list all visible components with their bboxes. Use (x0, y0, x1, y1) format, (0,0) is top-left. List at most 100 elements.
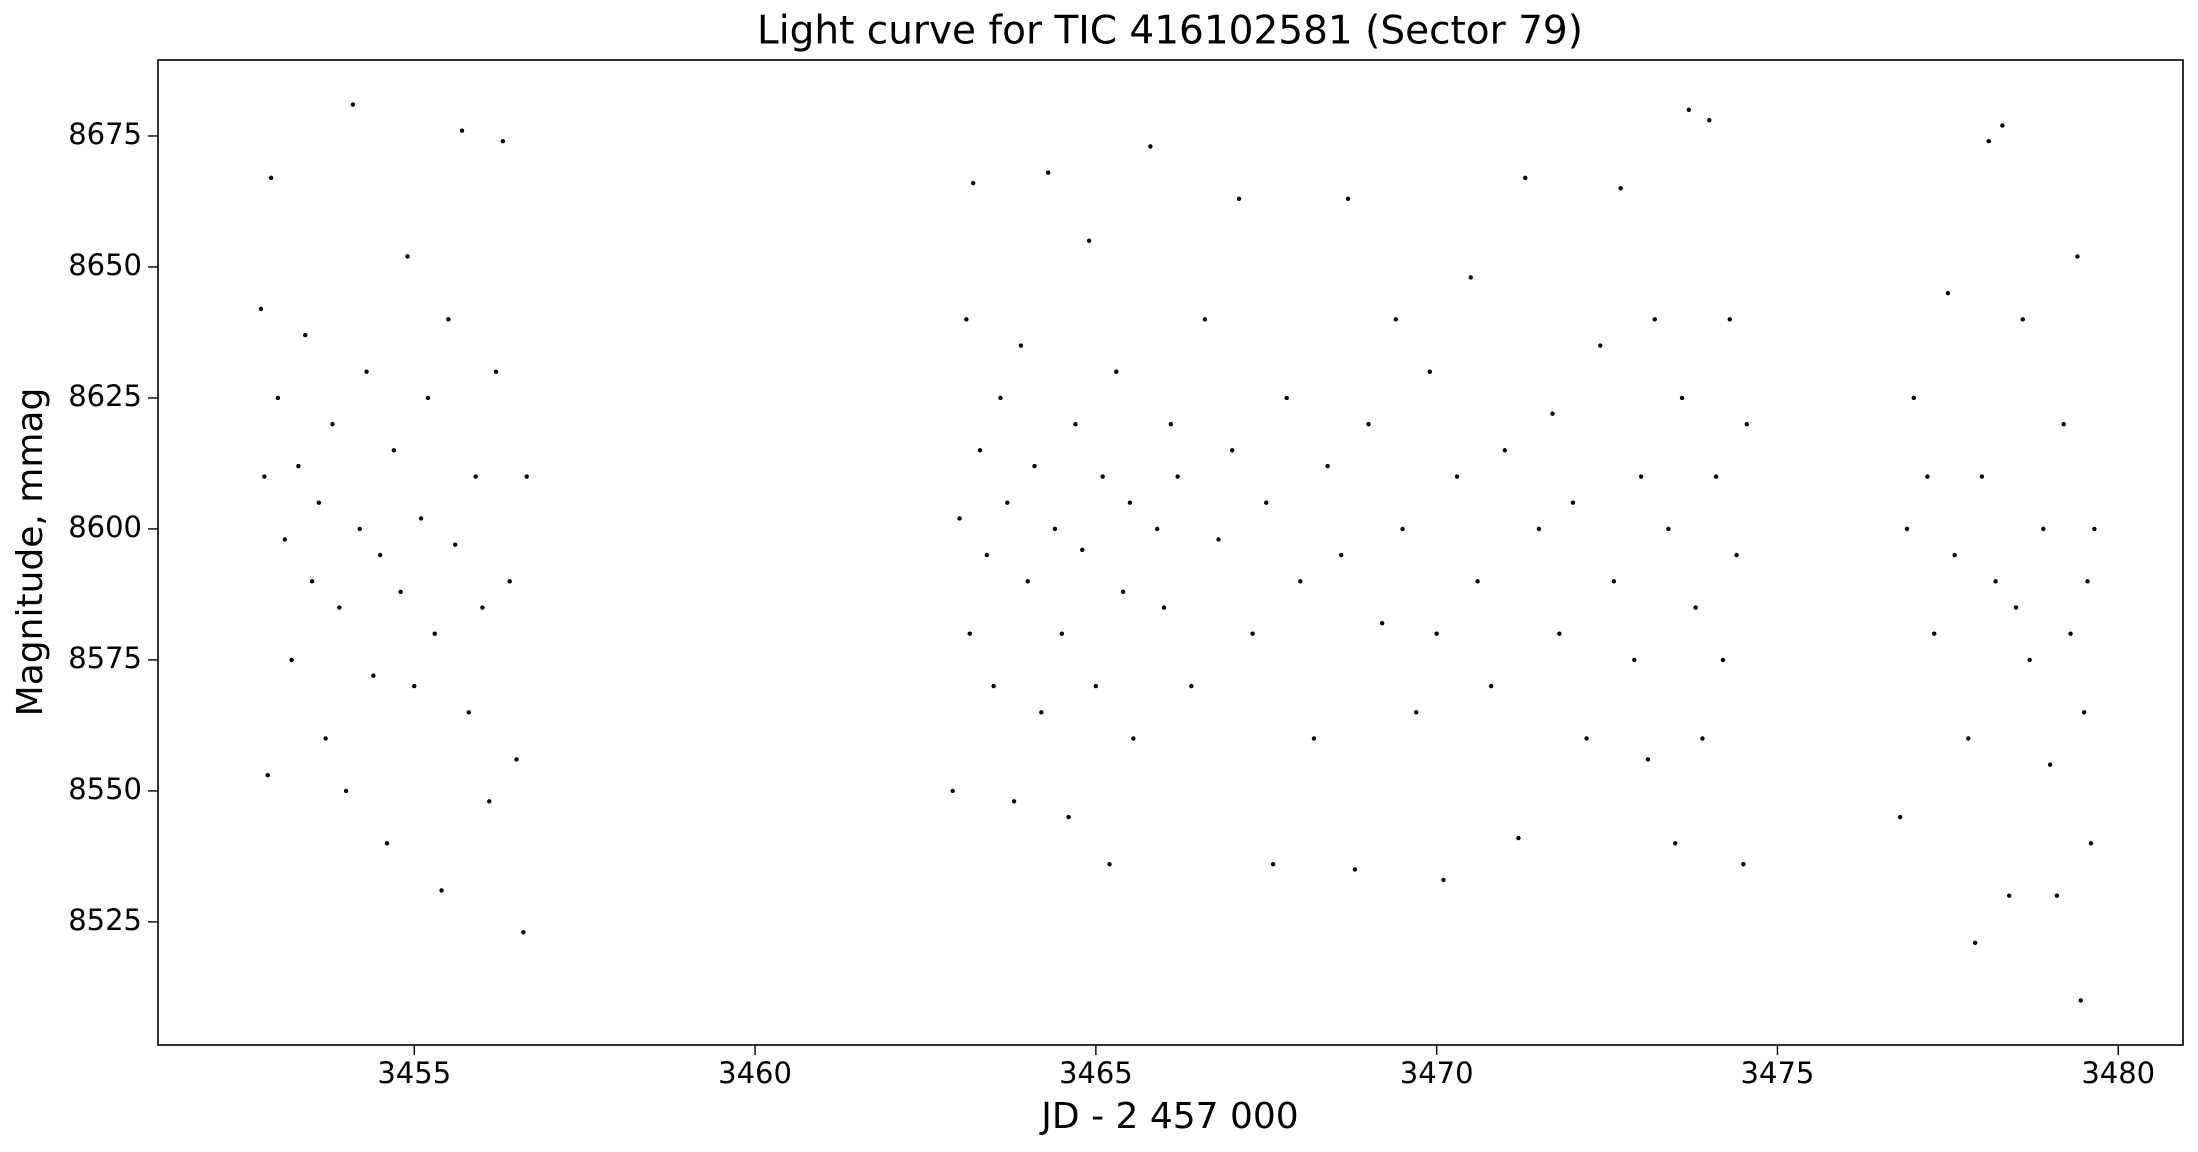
data-point (2068, 631, 2073, 636)
data-point (1945, 290, 1951, 296)
data-point (1039, 710, 1044, 715)
data-point (275, 395, 281, 401)
data-point (418, 516, 424, 521)
data-point (1925, 474, 1930, 479)
data-point (262, 474, 267, 479)
data-point (1523, 175, 1528, 181)
data-point (466, 710, 472, 715)
data-point (2020, 317, 2026, 322)
data-point (1652, 317, 1657, 322)
data-point (1032, 463, 1037, 469)
data-point (265, 772, 270, 778)
y-axis-label: Magnitude, mmag (10, 388, 51, 717)
data-point (970, 180, 976, 186)
data-point (1911, 395, 1916, 401)
data-point (1550, 411, 1555, 416)
data-point (2061, 421, 2066, 427)
data-point (2085, 579, 2090, 584)
data-point (1379, 621, 1385, 626)
data-point (2081, 710, 2087, 715)
data-point (350, 102, 356, 107)
x-tick-label: 3480 (2081, 1056, 2155, 1090)
data-point (1679, 395, 1685, 401)
data-point (1427, 369, 1433, 374)
y-tick-label: 8625 (68, 379, 142, 413)
data-point (1966, 736, 1971, 741)
data-point (521, 930, 526, 935)
data-point (991, 683, 996, 689)
data-point (964, 317, 969, 322)
data-point (337, 605, 342, 610)
y-tick-label: 8525 (68, 903, 142, 937)
data-point (2047, 762, 2053, 767)
data-point (2013, 605, 2019, 610)
data-point (1611, 579, 1617, 584)
x-tick-label: 3470 (1400, 1056, 1474, 1090)
data-point (1618, 186, 1623, 191)
data-point (1400, 526, 1405, 532)
data-point (967, 631, 972, 636)
data-point (371, 673, 376, 678)
data-point (405, 254, 410, 259)
data-point (1345, 196, 1351, 202)
data-point (1557, 631, 1562, 636)
data-point (1114, 369, 1119, 374)
data-point (452, 542, 458, 547)
y-tick-label: 8550 (68, 772, 142, 806)
data-point (1311, 736, 1317, 741)
data-point (998, 395, 1003, 401)
data-point (2000, 123, 2005, 128)
data-point (343, 788, 349, 794)
data-point (1250, 631, 1255, 636)
y-tick-label: 8600 (68, 510, 142, 544)
data-point (1570, 500, 1576, 505)
data-point (1393, 317, 1398, 322)
data-point (500, 139, 506, 144)
data-point (2006, 893, 2012, 898)
data-point (446, 317, 451, 322)
data-point (391, 448, 397, 453)
data-point (1018, 343, 1024, 348)
data-point (303, 332, 308, 338)
data-point (1339, 552, 1344, 558)
data-point (1131, 736, 1136, 741)
data-point (364, 369, 369, 374)
data-point (1952, 552, 1957, 558)
data-point (2075, 254, 2080, 259)
data-point (432, 631, 437, 636)
data-point (1107, 862, 1112, 867)
data-point (1744, 421, 1749, 427)
data-point (1502, 448, 1508, 453)
data-point (1666, 526, 1671, 532)
data-point (1189, 683, 1194, 689)
data-point (1284, 395, 1289, 401)
data-point (1073, 421, 1078, 427)
chart-title: Light curve for TIC 416102581 (Sector 79… (757, 9, 1583, 54)
data-point (514, 757, 519, 762)
data-point (1229, 448, 1235, 453)
data-point (950, 788, 955, 794)
data-point (1441, 877, 1446, 883)
data-point (1516, 835, 1521, 841)
data-point (957, 516, 962, 521)
data-point (439, 888, 444, 893)
data-point (1025, 579, 1030, 584)
data-point (507, 579, 512, 584)
data-point (1979, 474, 1985, 479)
x-tick-label: 3455 (377, 1056, 451, 1090)
data-point (1734, 552, 1739, 558)
data-point (398, 589, 403, 594)
data-point (357, 526, 362, 532)
data-point (1270, 862, 1276, 867)
x-tick-label: 3460 (718, 1056, 792, 1090)
data-point (1093, 683, 1099, 689)
x-axis-label: JD - 2 457 000 (1039, 1096, 1298, 1137)
data-point (1536, 526, 1542, 532)
data-point (1168, 421, 1174, 427)
y-tick-label: 8675 (68, 117, 142, 151)
data-point (330, 421, 335, 427)
data-point (289, 657, 294, 663)
data-point (493, 369, 499, 374)
data-point (412, 683, 417, 689)
data-point (316, 500, 322, 505)
